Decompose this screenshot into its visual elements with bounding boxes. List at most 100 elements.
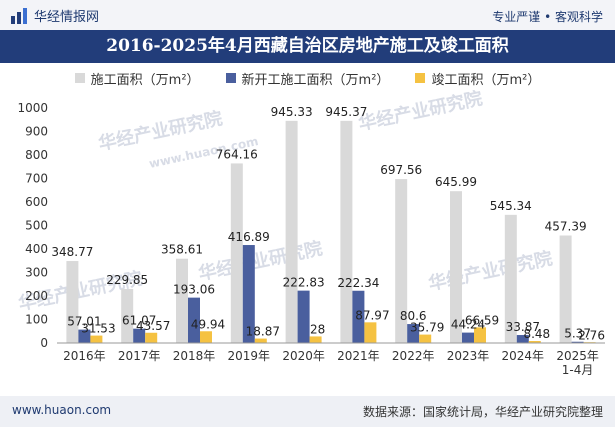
footer-source: 数据来源：国家统计局，华经产业研究院整理 (362, 405, 603, 419)
bar-series-1 (559, 235, 572, 343)
legend-item-new-construction: 新开工施工面积（万m²） (225, 68, 390, 88)
data-label-series-2: 80.6 (400, 309, 427, 323)
data-label-series-2: 61.07 (122, 314, 156, 328)
watermark-text: 华经产业研究院 (356, 90, 484, 135)
data-label-series-1: 229.85 (106, 273, 148, 287)
bar-series-2 (78, 329, 91, 343)
bar-series-1 (340, 120, 353, 344)
brand[interactable]: 华经情报网 (10, 6, 99, 25)
x-tick-label: 2020年 (282, 349, 325, 363)
bar-series-3 (90, 335, 103, 343)
watermark-text: 华经产业研究院 (426, 247, 554, 295)
data-label-series-1: 945.37 (325, 105, 367, 119)
footer: www.huaon.com 数据来源：国家统计局，华经产业研究院整理 (0, 396, 615, 427)
y-tick-label: 900 (25, 125, 48, 139)
bar-series-2 (297, 290, 310, 343)
x-tick-label: 2018年 (173, 349, 216, 363)
data-label-series-3: 35.79 (410, 321, 444, 335)
bar-series-1 (66, 261, 79, 343)
y-tick-label: 500 (25, 219, 48, 233)
bar-series-2 (516, 335, 529, 343)
data-label-series-3: 66.59 (465, 313, 499, 327)
bar-series-1 (450, 191, 462, 343)
y-tick-label: 200 (25, 289, 48, 303)
data-label-series-1: 645.99 (435, 175, 477, 189)
y-tick-label: 300 (25, 266, 48, 280)
slogan: 专业严谨 • 客观科学 (492, 10, 603, 24)
data-label-series-1: 697.56 (380, 163, 422, 177)
y-tick-label: 1000 (17, 101, 48, 115)
bar-series-3 (254, 338, 267, 343)
y-tick-label: 100 (25, 313, 48, 327)
data-label-series-3: 28 (310, 322, 325, 336)
data-label-series-3: 2.76 (578, 328, 605, 342)
data-label-series-1: 945.33 (271, 105, 313, 119)
y-tick-label: 600 (25, 195, 48, 209)
data-label-series-2: 57.01 (67, 315, 101, 329)
data-label-series-1: 545.34 (490, 199, 532, 213)
data-label-series-2: 416.89 (228, 230, 270, 244)
logo-icon (10, 7, 28, 25)
data-label-series-2: 33.87 (506, 320, 540, 334)
legend-label-construction: 施工面积（万m²） (90, 72, 200, 88)
data-label-series-3: 43.57 (136, 319, 170, 333)
x-tick-label: 2022年 (392, 349, 435, 363)
bar-series-3 (474, 327, 486, 343)
legend-label-completed: 竣工面积（万m²） (431, 72, 541, 88)
x-tick-label: 2024年 (502, 349, 545, 363)
data-label-series-1: 348.77 (51, 245, 93, 259)
y-tick-label: 700 (25, 172, 48, 186)
bar-series-3 (364, 322, 377, 343)
data-label-series-3: 49.94 (191, 317, 225, 331)
bar-series-1 (121, 288, 134, 343)
legend-swatch-construction (74, 73, 85, 83)
bar-series-1 (395, 179, 408, 343)
bar-series-1 (230, 163, 243, 343)
legend-swatch-completed (415, 73, 426, 83)
title-bar: 2016-2025年4月西藏自治区房地产施工及竣工面积 (0, 30, 615, 63)
bar-series-2 (407, 324, 420, 343)
bar-series-2 (352, 290, 365, 343)
top-bar: 华经情报网 专业严谨 • 客观科学 (0, 0, 615, 30)
bar-series-2 (133, 328, 146, 343)
legend-item-completed: 竣工面积（万m²） (415, 68, 540, 88)
bar-series-2 (571, 341, 584, 343)
data-label-series-2: 222.34 (337, 276, 379, 290)
data-label-series-2: 222.83 (283, 276, 325, 290)
bar-series-1 (285, 120, 298, 344)
y-tick-label: 800 (25, 148, 48, 162)
data-label-series-1: 358.61 (161, 243, 203, 257)
bar-series-2 (462, 332, 474, 343)
data-label-series-3: 8.48 (523, 327, 550, 341)
bar-series-3 (528, 341, 541, 343)
data-label-series-3: 18.87 (246, 325, 280, 339)
x-tick-label: 2025年 1-4月 (556, 349, 599, 377)
x-tick-label: 2019年 (228, 349, 271, 363)
bar-series-3 (145, 332, 158, 343)
bar-series-2 (188, 297, 200, 343)
y-tick-label: 0 (40, 336, 48, 350)
legend-label-new-construction: 新开工施工面积（万m²） (241, 72, 390, 88)
x-tick-label: 2017年 (118, 349, 161, 363)
x-tick-label: 2021年 (337, 349, 380, 363)
legend: 施工面积（万m²） 新开工施工面积（万m²） 竣工面积（万m²） (0, 68, 615, 88)
data-label-series-3: 31.53 (81, 322, 115, 336)
x-tick-label: 2023年 (447, 349, 490, 363)
legend-swatch-new-construction (225, 73, 236, 83)
chart-title: 2016-2025年4月西藏自治区房地产施工及竣工面积 (106, 36, 509, 56)
brand-name: 华经情报网 (34, 10, 100, 25)
footer-site[interactable]: www.huaon.com (12, 403, 112, 417)
data-label-series-2: 193.06 (173, 283, 215, 297)
data-label-series-1: 764.16 (216, 147, 258, 161)
bar-chart: 华经产业研究院 华经产业研究院华经产业研究院华经产业研究院华经产业研究院www.h… (16, 90, 605, 377)
bar-series-1 (504, 214, 517, 343)
bar-series-3 (200, 331, 212, 343)
bar-series-2 (242, 245, 255, 343)
y-tick-label: 400 (25, 242, 48, 256)
bar-series-1 (176, 258, 188, 343)
data-label-series-1: 457.39 (545, 220, 587, 234)
data-label-series-2: 5.37 (564, 327, 591, 341)
data-label-series-2: 44.24 (451, 318, 485, 332)
bar-series-3 (419, 334, 432, 343)
